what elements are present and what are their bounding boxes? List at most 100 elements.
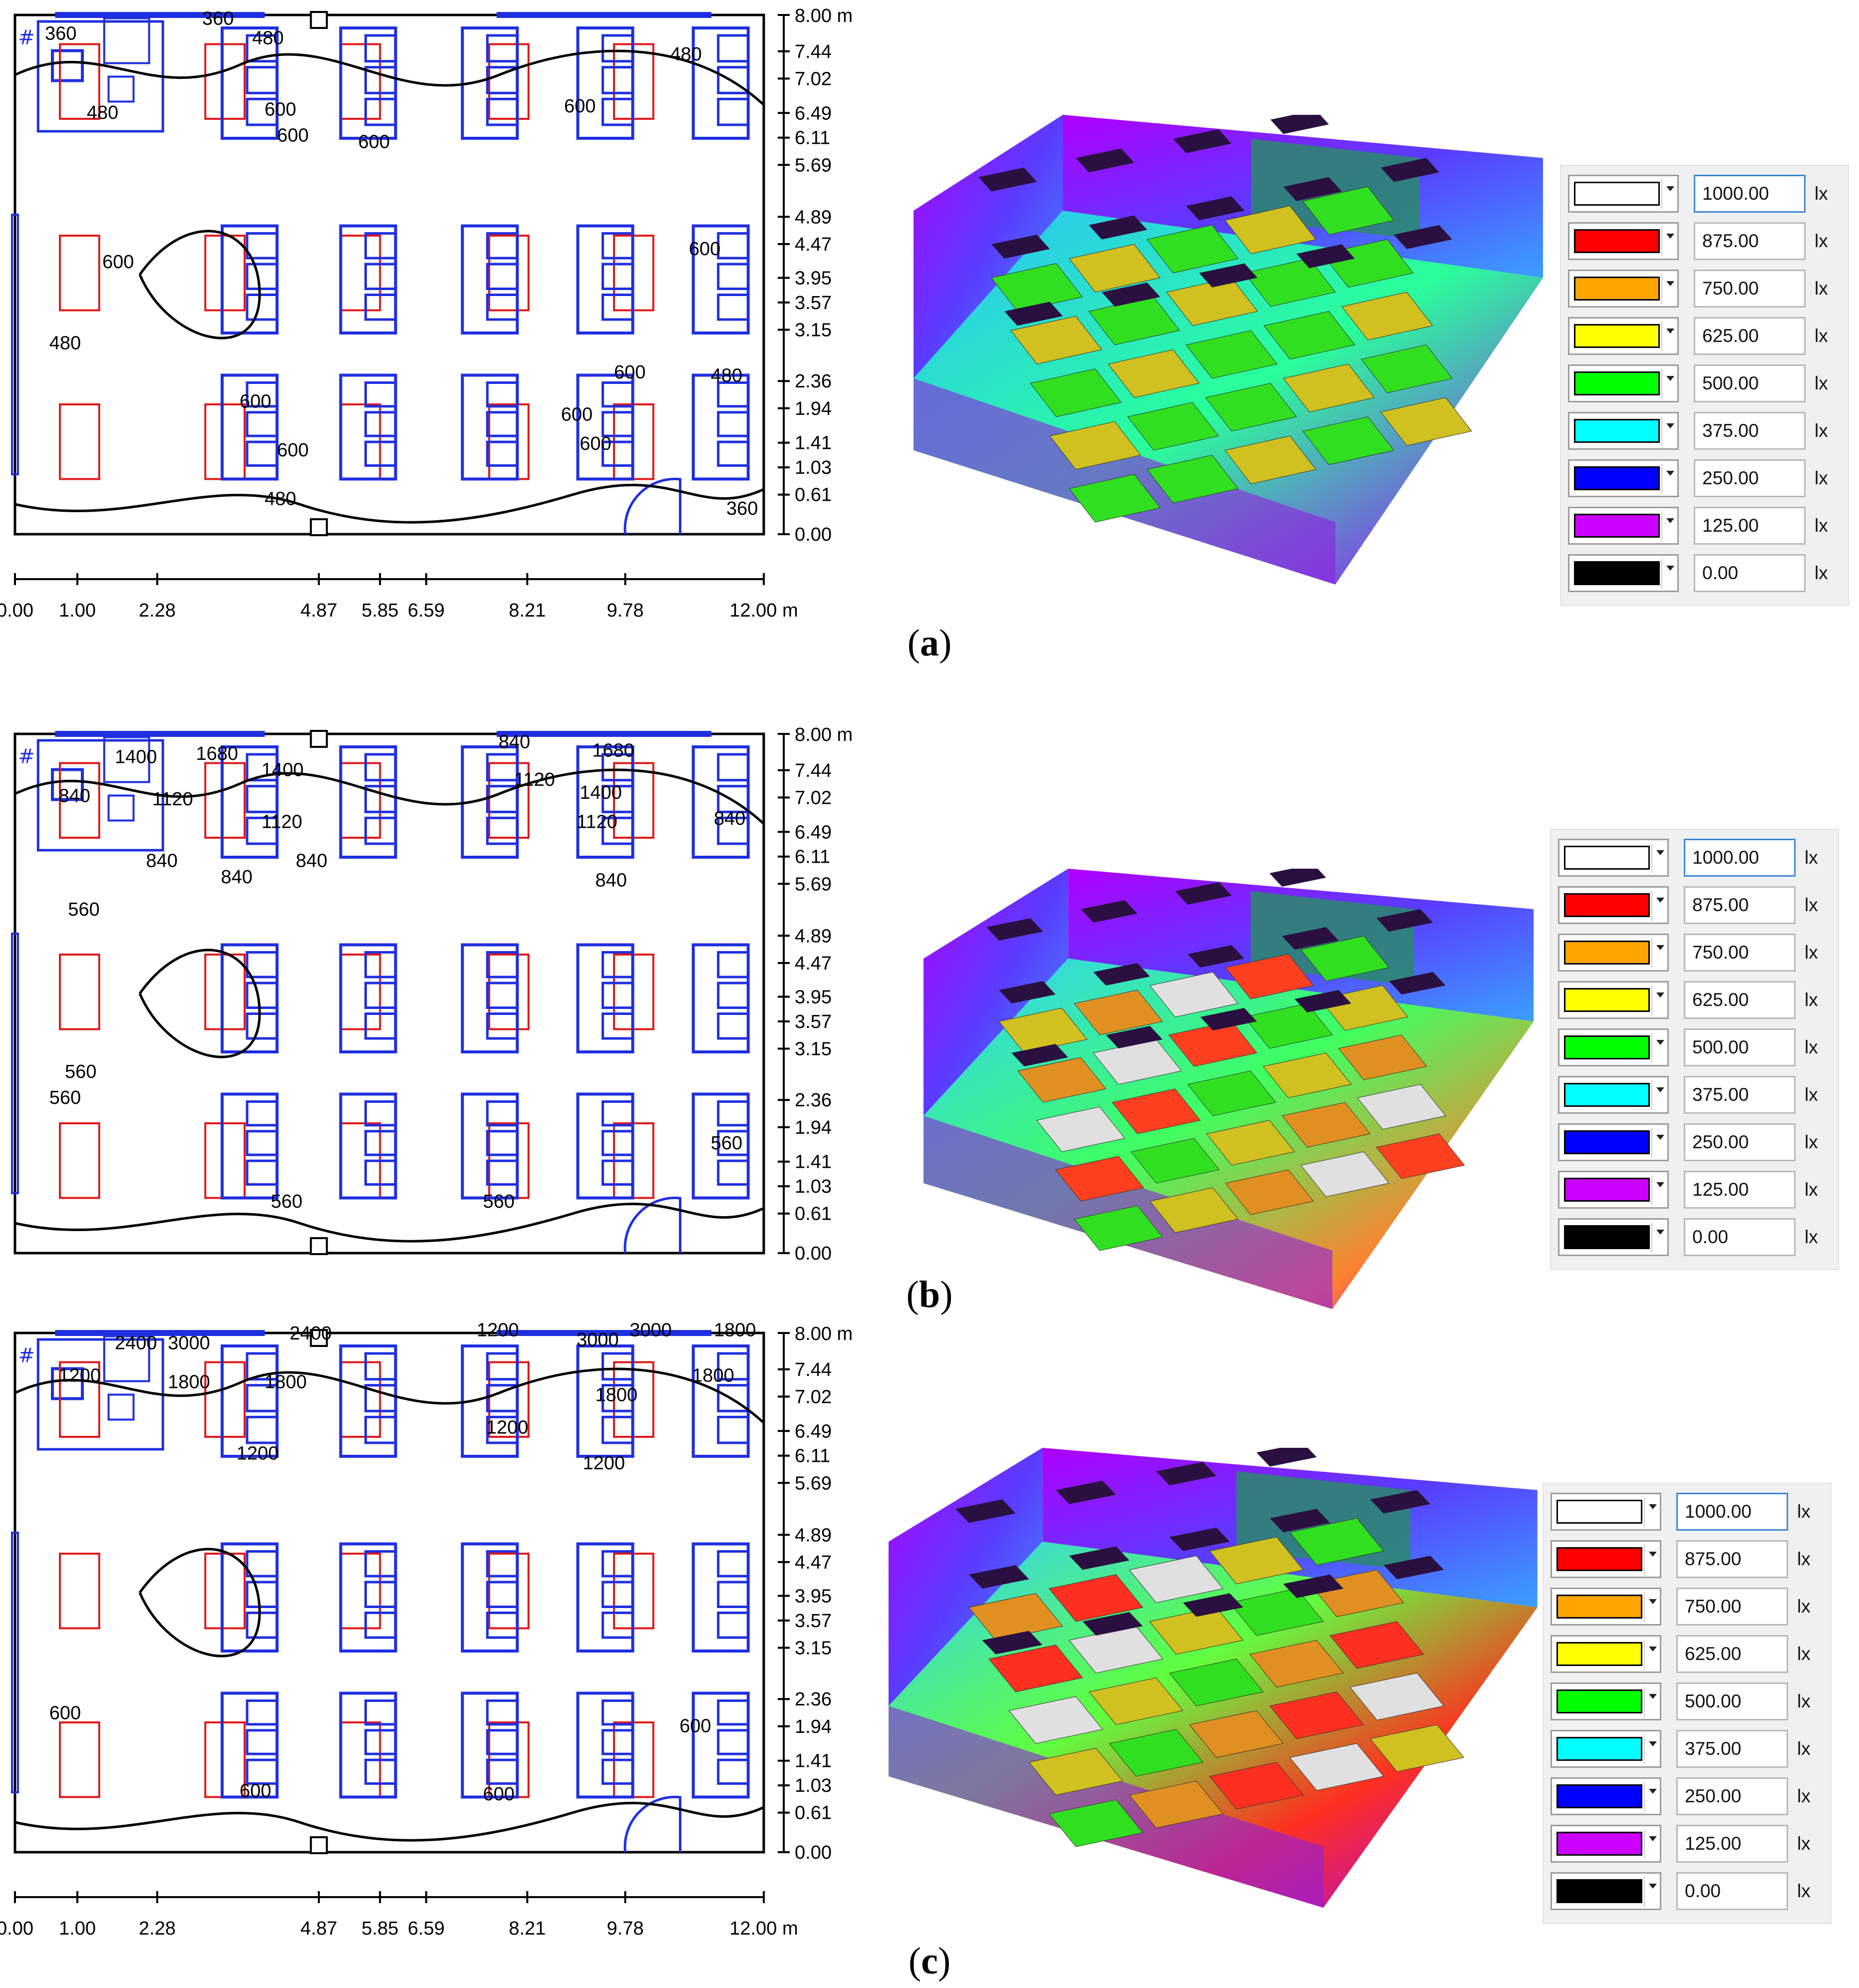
legend-value-field[interactable]: 625.00 bbox=[1694, 317, 1806, 355]
chair bbox=[246, 1729, 279, 1755]
color-picker[interactable] bbox=[1550, 1825, 1661, 1863]
luminaire-3d bbox=[1370, 1490, 1431, 1514]
color-swatch bbox=[1574, 514, 1660, 538]
color-picker[interactable] bbox=[1558, 886, 1669, 924]
chevron-down-icon[interactable] bbox=[1656, 1135, 1664, 1140]
color-picker[interactable] bbox=[1558, 839, 1669, 877]
student-desk bbox=[691, 373, 750, 481]
chevron-down-icon[interactable] bbox=[1649, 1836, 1657, 1841]
chevron-down-icon[interactable] bbox=[1649, 1504, 1657, 1509]
chevron-down-icon[interactable] bbox=[1666, 376, 1674, 381]
color-picker[interactable] bbox=[1550, 1730, 1661, 1768]
chair bbox=[364, 263, 397, 290]
luminaire-3d bbox=[986, 918, 1043, 941]
chair bbox=[602, 294, 634, 321]
legend-value-field[interactable]: 500.00 bbox=[1676, 1682, 1788, 1720]
chevron-down-icon[interactable] bbox=[1656, 898, 1664, 903]
legend-value-field[interactable]: 250.00 bbox=[1676, 1777, 1788, 1815]
legend-value-field[interactable]: 1000.00 bbox=[1684, 839, 1796, 877]
color-picker[interactable] bbox=[1568, 270, 1679, 308]
legend-value-field[interactable]: 375.00 bbox=[1694, 412, 1806, 450]
legend-value-field[interactable]: 250.00 bbox=[1684, 1123, 1796, 1161]
legend-value-field[interactable]: 375.00 bbox=[1684, 1076, 1796, 1114]
color-picker[interactable] bbox=[1568, 175, 1679, 213]
legend-value-field[interactable]: 500.00 bbox=[1694, 364, 1806, 402]
legend-value-field[interactable]: 750.00 bbox=[1676, 1588, 1788, 1626]
chevron-down-icon[interactable] bbox=[1656, 1230, 1664, 1235]
chevron-down-icon[interactable] bbox=[1666, 186, 1674, 191]
color-picker[interactable] bbox=[1550, 1635, 1661, 1673]
legend-value-field[interactable]: 1000.00 bbox=[1694, 175, 1806, 213]
chevron-down-icon[interactable] bbox=[1666, 234, 1674, 239]
chevron-down-icon[interactable] bbox=[1649, 1647, 1657, 1652]
legend-value-field[interactable]: 625.00 bbox=[1676, 1635, 1788, 1673]
color-picker[interactable] bbox=[1558, 1171, 1669, 1209]
x-axis-unit-label: 12.00 m bbox=[729, 600, 798, 619]
legend-value-field[interactable]: 875.00 bbox=[1684, 886, 1796, 924]
legend-value-field[interactable]: 0.00 bbox=[1684, 1218, 1796, 1256]
chevron-down-icon[interactable] bbox=[1656, 1087, 1664, 1092]
legend-value-field[interactable]: 1000.00 bbox=[1676, 1493, 1788, 1531]
desk-3d bbox=[1186, 330, 1277, 379]
legend-value-field[interactable]: 625.00 bbox=[1684, 981, 1796, 1019]
chevron-down-icon[interactable] bbox=[1656, 1182, 1664, 1187]
legend-value-field[interactable]: 500.00 bbox=[1684, 1028, 1796, 1066]
color-picker[interactable] bbox=[1568, 222, 1679, 260]
chevron-down-icon[interactable] bbox=[1649, 1552, 1657, 1557]
legend-value-field[interactable]: 750.00 bbox=[1694, 270, 1806, 308]
color-picker[interactable] bbox=[1558, 1123, 1669, 1161]
chevron-down-icon[interactable] bbox=[1649, 1599, 1657, 1604]
chevron-down-icon[interactable] bbox=[1666, 329, 1674, 333]
chevron-down-icon[interactable] bbox=[1656, 850, 1664, 855]
chevron-down-icon[interactable] bbox=[1649, 1694, 1657, 1699]
chair bbox=[246, 753, 279, 782]
chevron-down-icon[interactable] bbox=[1656, 1040, 1664, 1045]
legend-value-field[interactable]: 0.00 bbox=[1694, 554, 1806, 592]
color-picker[interactable] bbox=[1558, 934, 1669, 972]
chevron-down-icon[interactable] bbox=[1666, 471, 1674, 476]
chevron-down-icon[interactable] bbox=[1656, 993, 1664, 997]
color-picker[interactable] bbox=[1550, 1540, 1661, 1578]
isolux-contour bbox=[14, 483, 765, 524]
legend-value-field[interactable]: 750.00 bbox=[1684, 934, 1796, 972]
color-picker[interactable] bbox=[1550, 1777, 1661, 1815]
color-picker[interactable] bbox=[1568, 364, 1679, 402]
color-picker[interactable] bbox=[1550, 1588, 1661, 1626]
color-picker[interactable] bbox=[1568, 554, 1679, 592]
y-tick-label: 6.11 bbox=[795, 128, 830, 149]
legend-value-field[interactable]: 250.00 bbox=[1694, 459, 1806, 497]
chevron-down-icon[interactable] bbox=[1666, 281, 1674, 286]
chevron-down-icon[interactable] bbox=[1666, 423, 1674, 428]
color-picker[interactable] bbox=[1568, 317, 1679, 355]
color-swatch bbox=[1556, 1879, 1642, 1903]
chevron-down-icon[interactable] bbox=[1649, 1741, 1657, 1746]
color-picker[interactable] bbox=[1558, 981, 1669, 1019]
color-picker[interactable] bbox=[1558, 1218, 1669, 1256]
chevron-down-icon[interactable] bbox=[1649, 1789, 1657, 1794]
color-picker[interactable] bbox=[1558, 1076, 1669, 1114]
desk-3d bbox=[1169, 1658, 1264, 1706]
legend-row: 250.00 lx bbox=[1544, 1775, 1831, 1815]
legend-value-field[interactable]: 375.00 bbox=[1676, 1730, 1788, 1768]
fixture-icon: # bbox=[18, 745, 35, 768]
color-picker[interactable] bbox=[1568, 507, 1679, 545]
chevron-down-icon[interactable] bbox=[1649, 1884, 1657, 1889]
color-picker[interactable] bbox=[1550, 1493, 1661, 1531]
color-picker[interactable] bbox=[1550, 1872, 1661, 1910]
legend-value-field[interactable]: 125.00 bbox=[1694, 507, 1806, 545]
color-picker[interactable] bbox=[1550, 1682, 1661, 1720]
legend-value-field[interactable]: 875.00 bbox=[1676, 1540, 1788, 1578]
chevron-down-icon[interactable] bbox=[1656, 945, 1664, 950]
chair bbox=[364, 1612, 397, 1639]
contour-label: 560 bbox=[49, 1087, 81, 1108]
color-picker[interactable] bbox=[1568, 412, 1679, 450]
color-picker[interactable] bbox=[1558, 1028, 1669, 1066]
chevron-down-icon[interactable] bbox=[1666, 518, 1674, 523]
legend-value-field[interactable]: 875.00 bbox=[1694, 222, 1806, 260]
legend-value-field[interactable]: 125.00 bbox=[1676, 1825, 1788, 1863]
desk-3d bbox=[1074, 990, 1163, 1035]
legend-value-field[interactable]: 0.00 bbox=[1676, 1872, 1788, 1910]
color-picker[interactable] bbox=[1568, 459, 1679, 497]
chevron-down-icon[interactable] bbox=[1666, 566, 1674, 571]
legend-value-field[interactable]: 125.00 bbox=[1684, 1171, 1796, 1209]
